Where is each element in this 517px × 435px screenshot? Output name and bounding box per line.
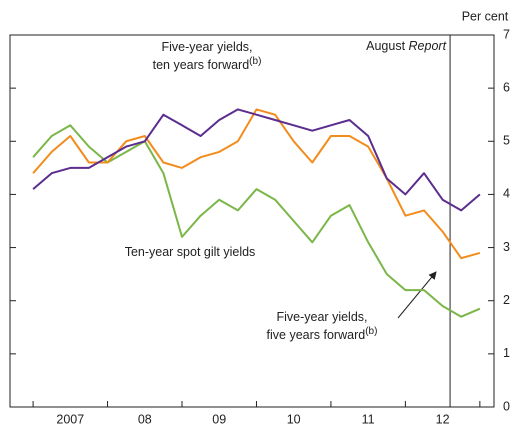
annotation-sup: (b) (249, 56, 261, 67)
annotation: Ten-year spot gilt yields (125, 245, 256, 259)
annotation-text: ten years forward (153, 58, 250, 72)
y-tick-label: 1 (503, 346, 510, 360)
x-tick-label: 10 (287, 412, 301, 426)
x-tick-label: 11 (362, 412, 375, 426)
plot-frame (9, 34, 495, 408)
x-tick-label: 2007 (56, 412, 84, 426)
annotation: ten years forward(b) (153, 56, 262, 73)
annotation-arrow (397, 271, 437, 319)
x-tick-label: 12 (436, 412, 450, 426)
report-label: August Report (366, 39, 446, 53)
x-tick-label: 09 (212, 412, 226, 426)
annotation: Five-year yields, (162, 40, 253, 54)
annotation-text: Ten-year spot gilt yields (125, 245, 256, 259)
annotation-text: five years forward (267, 328, 366, 342)
y-tick-label: 2 (503, 293, 510, 307)
report-label-italic: Report (409, 39, 447, 53)
x-tick-label: 08 (138, 412, 152, 426)
series-line (32, 108, 481, 212)
report-label-text: August (366, 39, 408, 53)
series-line (32, 124, 481, 318)
y-tick-label: 5 (503, 134, 510, 148)
y-tick-label: 6 (503, 80, 510, 94)
annotation: five years forward(b) (267, 326, 378, 343)
annotation: Five-year yields, (277, 310, 368, 324)
annotation-text: Five-year yields, (162, 40, 253, 54)
annotation-text: Five-year yields, (277, 310, 368, 324)
y-tick-label: 3 (503, 240, 510, 254)
series-line (32, 108, 481, 260)
y-tick-label: 0 (503, 399, 510, 413)
y-tick-label: 7 (503, 27, 510, 41)
y-tick-label: 4 (503, 187, 510, 201)
y-axis-label: Per cent (462, 9, 509, 23)
annotation-sup: (b) (365, 326, 377, 337)
